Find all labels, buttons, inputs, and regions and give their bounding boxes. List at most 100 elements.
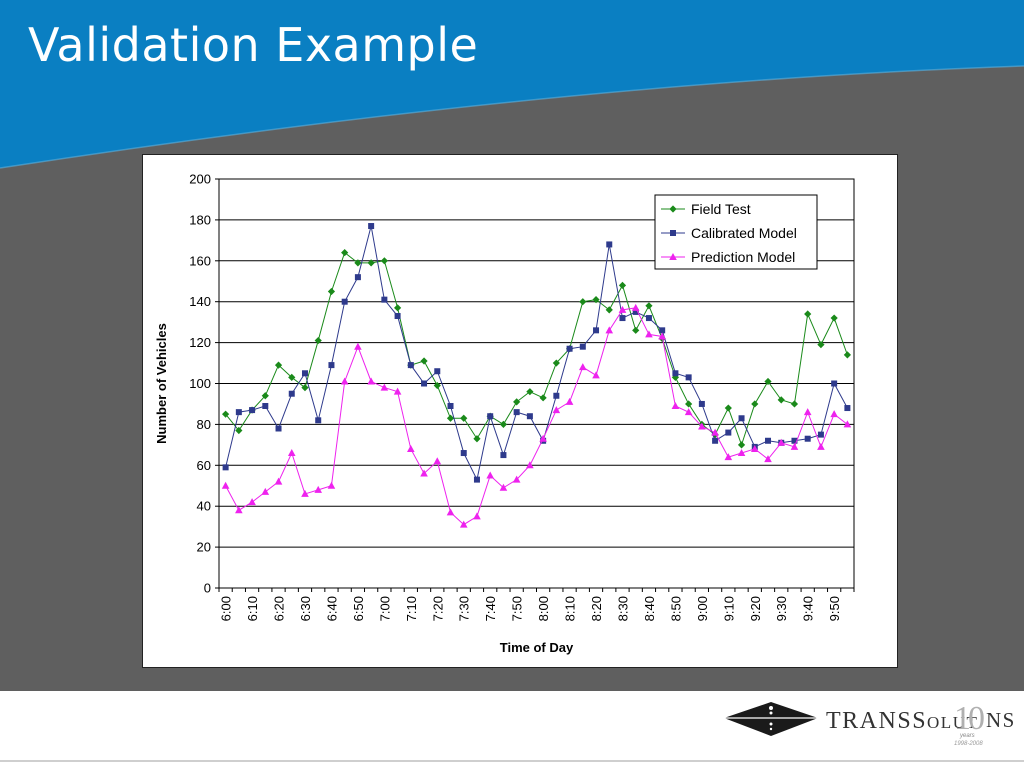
data-point-calibrated-model [698,400,705,407]
x-tick-label: 8:10 [563,596,578,621]
data-point-prediction-model [407,444,415,452]
logo-wordmark-suffix: ns [986,708,1016,732]
data-point-field-test [790,400,799,408]
data-point-prediction-model [459,520,468,528]
data-point-prediction-model [380,383,389,391]
y-tick-label: 200 [189,172,211,187]
legend-marker-calibrated-model [670,230,676,236]
data-point-calibrated-model [685,374,692,381]
data-point-prediction-model [420,469,428,477]
data-point-field-test [552,359,560,367]
data-point-calibrated-model [434,368,441,375]
data-point-field-test [539,394,547,402]
x-tick-label: 9:30 [774,596,789,621]
logo-wordmark: TransSolut [826,708,978,735]
data-point-prediction-model [790,442,799,450]
data-point-prediction-model [486,471,494,479]
data-point-prediction-model [327,481,336,489]
data-point-prediction-model [221,481,230,489]
data-point-prediction-model [552,406,561,414]
data-point-calibrated-model [606,241,613,248]
y-tick-label: 0 [204,581,211,596]
header-band [0,0,1024,169]
x-tick-label: 8:30 [615,596,630,621]
y-tick-label: 120 [189,335,211,350]
data-point-field-test [645,302,653,310]
data-point-calibrated-model [368,223,375,230]
x-tick-label: 8:40 [642,596,657,621]
logo-wordmark-prefix: Trans [826,708,913,734]
line-chart: 0 20 40 60 80 100 120 140 160 180 200 6:00 6:10 6:20 6… [154,172,855,655]
x-tick-label: 9:40 [801,596,816,621]
data-point-field-test [354,259,362,267]
data-point-prediction-model [631,303,640,311]
data-point-calibrated-model [473,476,480,483]
x-tick-label: 7:00 [377,596,392,621]
data-point-calibrated-model [817,431,824,438]
logo-anniversary-range: 1998-2008 [954,741,983,747]
data-point-prediction-model [645,330,653,338]
x-tick-label: 8:00 [536,596,551,621]
data-point-calibrated-model [328,362,335,369]
transsolutions-logo: TransSolut 10 ns years 1998-2008 [724,700,1016,750]
data-point-calibrated-model [447,402,454,409]
data-point-field-test [420,357,428,365]
y-tick-label: 60 [197,458,211,473]
data-point-field-test [751,400,759,408]
footer-divider [0,760,1024,762]
chart-frame: 0 20 40 60 80 100 120 140 160 180 200 6:00 6:10 6:20 6… [142,154,898,668]
logo-anniversary-number: 10 [954,700,985,737]
data-point-calibrated-model [407,362,414,369]
data-point-prediction-model [698,422,706,430]
footer-band [0,691,1024,768]
data-point-prediction-model [565,397,574,405]
data-point-prediction-model [274,477,283,485]
logo-diamond-icon [724,702,818,736]
y-axis-title: Number of Vehicles [154,323,169,444]
data-point-prediction-model [340,377,349,385]
data-point-field-test [579,298,587,306]
data-point-prediction-model [354,342,362,350]
data-point-prediction-model [512,475,521,483]
y-tick-label: 140 [189,294,211,309]
y-tick-label: 180 [189,212,211,227]
data-point-field-test [499,420,508,428]
x-tick-label: 6:20 [272,596,287,621]
x-tick-label: 8:20 [589,596,604,621]
data-point-calibrated-model [526,413,533,420]
y-tick-label: 20 [197,540,211,555]
data-point-calibrated-model [645,315,652,322]
x-tick-label: 9:10 [721,596,736,621]
logo-anniversary-word: years [960,733,975,739]
data-point-field-test [685,400,693,408]
data-point-prediction-model [446,508,455,516]
y-tick-label: 100 [189,376,211,391]
x-tick-label: 6:30 [298,596,313,621]
data-point-prediction-model [817,442,825,450]
data-point-prediction-model [592,371,600,379]
data-point-calibrated-model [500,452,507,459]
data-point-prediction-model [499,483,508,491]
data-point-field-test [314,336,322,345]
data-point-prediction-model [750,444,759,452]
x-tick-label: 6:00 [219,596,234,621]
data-point-prediction-model [830,410,838,418]
legend-marker-prediction-model [669,253,677,260]
data-point-calibrated-model [844,405,851,412]
x-tick-label: 9:50 [827,596,842,621]
data-point-prediction-model [724,453,733,461]
data-point-field-test [526,388,534,396]
data-point-calibrated-model [341,298,348,305]
data-point-prediction-model [658,332,666,340]
x-tick-label: 7:40 [483,596,498,621]
data-point-calibrated-model [593,327,600,334]
x-axis-title: Time of Day [500,640,574,655]
data-point-field-test [513,398,521,406]
data-point-calibrated-model [712,437,719,444]
data-point-calibrated-model [632,308,639,315]
data-point-calibrated-model [804,435,811,442]
data-point-calibrated-model [381,296,388,303]
data-point-prediction-model [764,455,772,463]
data-point-prediction-model [433,457,442,465]
data-point-calibrated-model [222,464,229,471]
